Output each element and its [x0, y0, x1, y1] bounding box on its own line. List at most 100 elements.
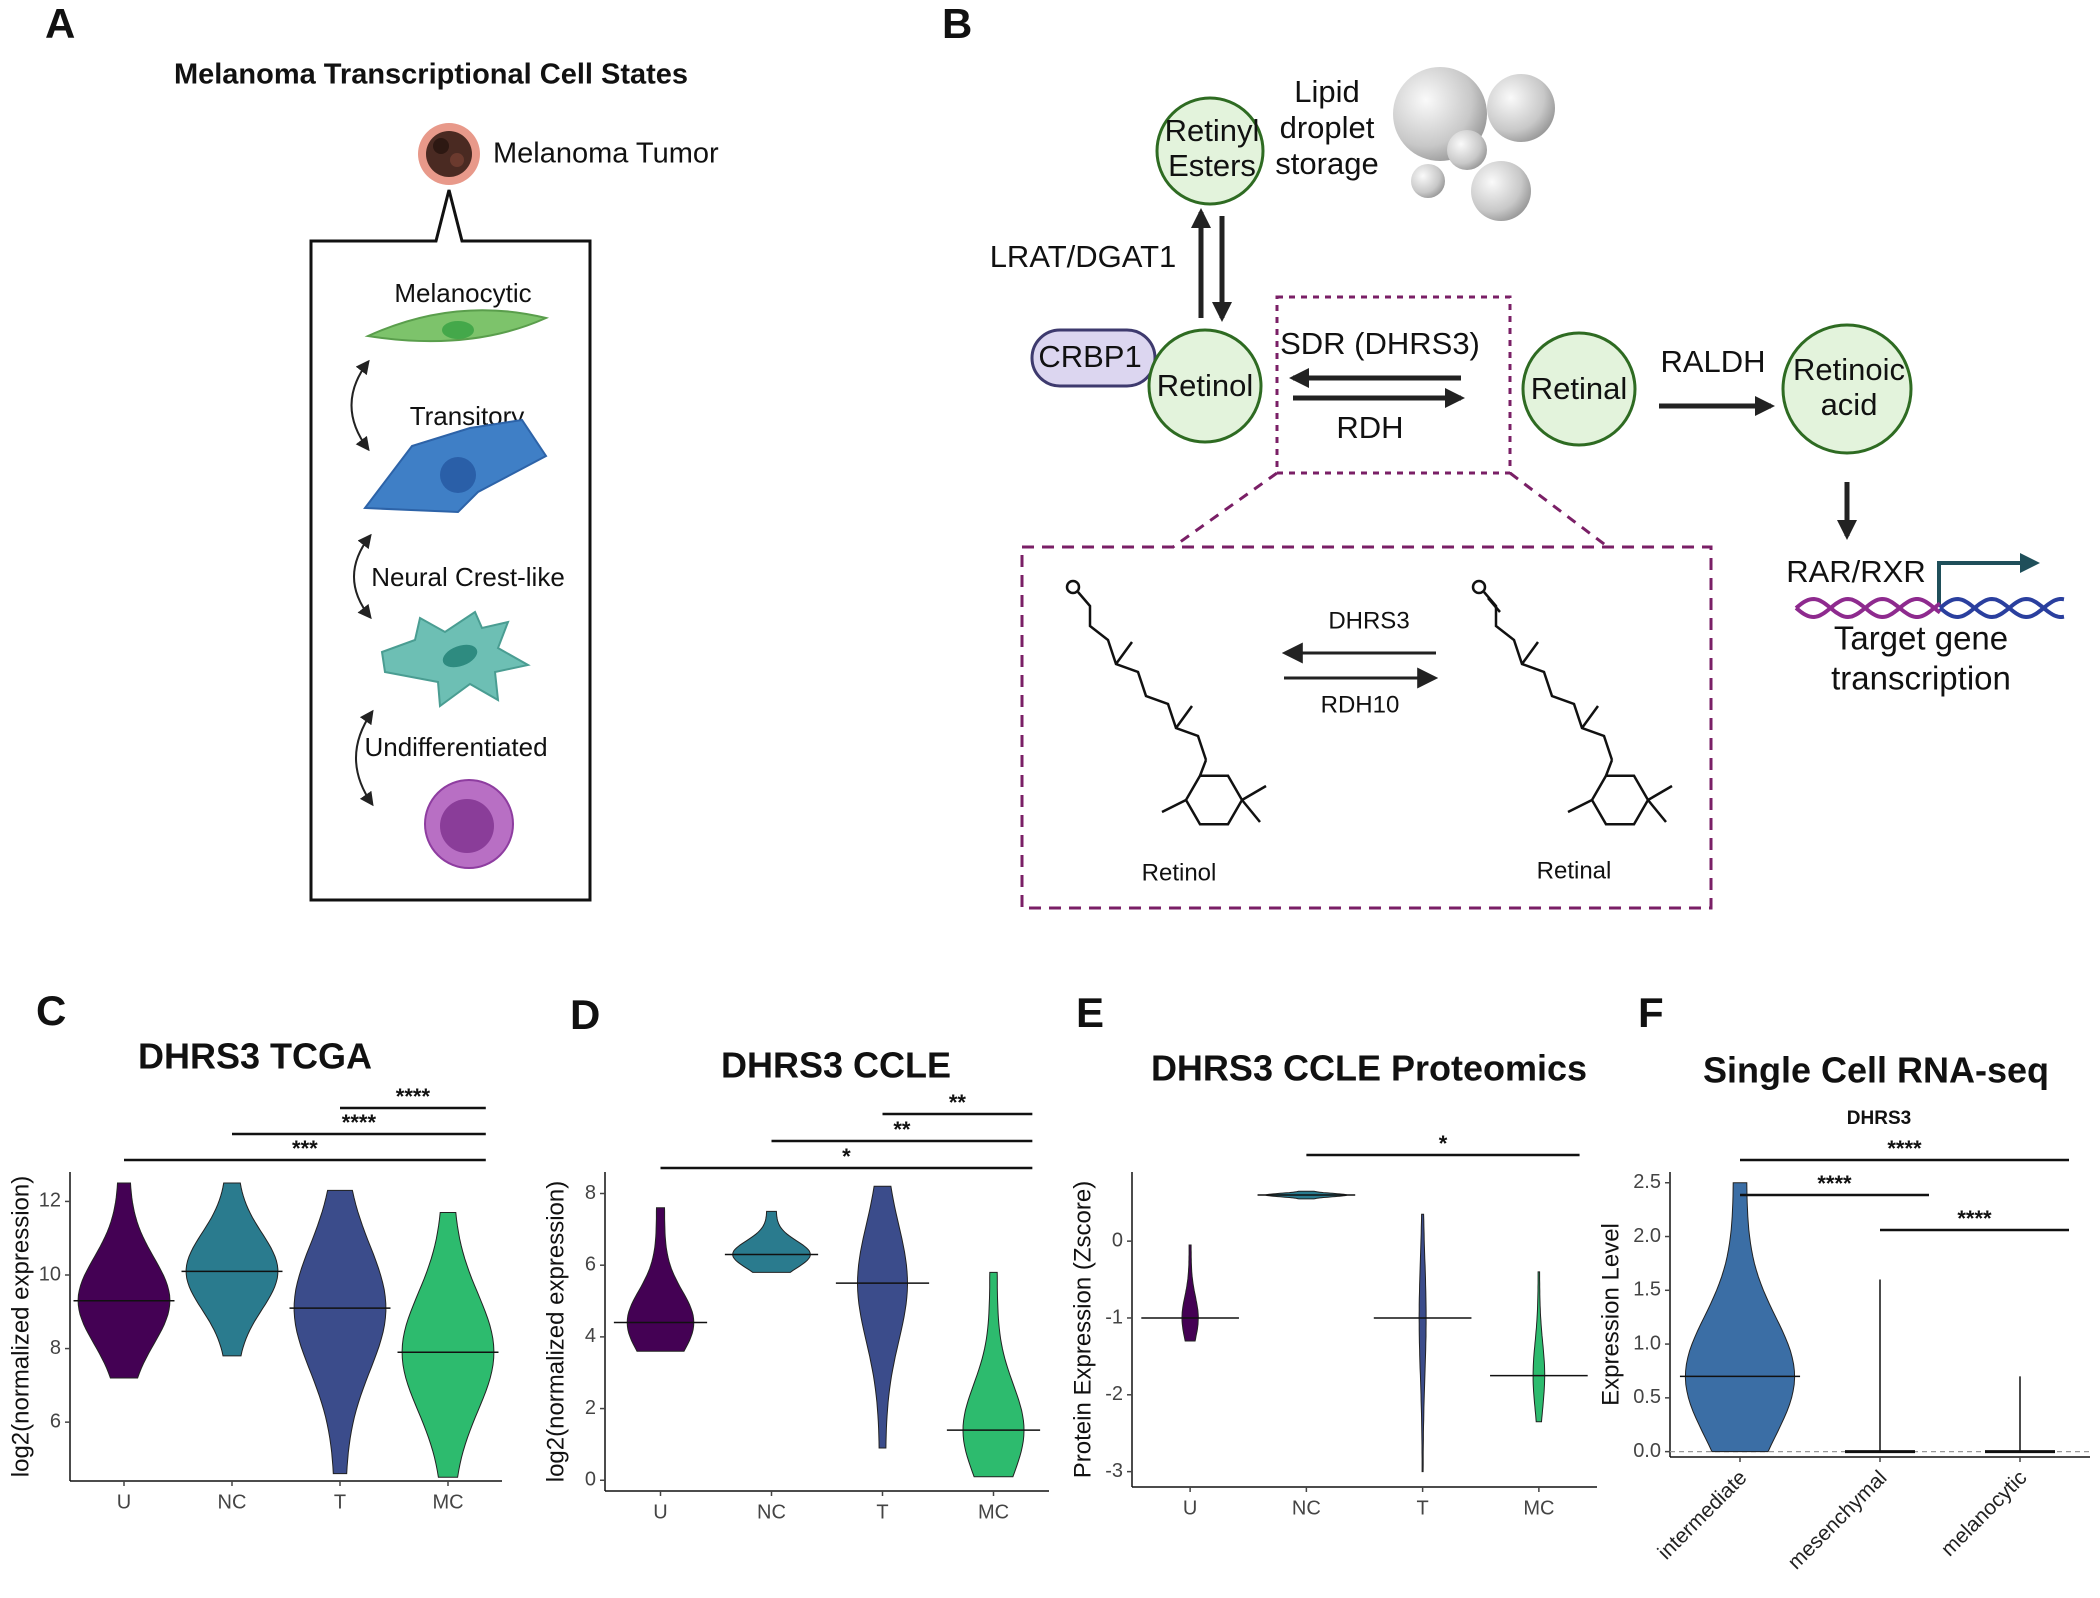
violin	[1418, 1213, 1427, 1473]
panel-title: Melanoma Transcriptional Cell States	[174, 59, 688, 91]
panel-letter: C	[36, 987, 66, 1034]
lipid-droplet	[1487, 74, 1555, 142]
nucleus	[440, 799, 494, 853]
transition-arrow	[350, 359, 370, 452]
panel-a: A Melanoma Transcriptional Cell States M…	[45, 0, 719, 902]
zoom-box	[1275, 295, 1512, 475]
state-box	[309, 189, 592, 902]
lipid-label: storage	[1275, 146, 1378, 181]
panel-letter: A	[45, 0, 75, 47]
y-tick-label: 0.0	[1633, 1440, 1661, 1462]
x-tick-label: NC	[1292, 1497, 1321, 1519]
y-tick-label: 1.5	[1633, 1279, 1661, 1301]
molecules	[1065, 579, 1673, 826]
receptor-label: RAR/RXR	[1786, 554, 1926, 589]
y-tick-label: 10	[39, 1263, 61, 1285]
x-tick-label: T	[876, 1501, 888, 1523]
lipid-label: Lipid	[1294, 74, 1360, 109]
violin	[1684, 1182, 1796, 1453]
y-tick-label: -1	[1105, 1306, 1123, 1328]
significance-label: *	[842, 1144, 851, 1169]
bond	[1483, 591, 1614, 761]
x-tick-label: NC	[757, 1501, 786, 1523]
x-tick-label: U	[1183, 1497, 1197, 1519]
chart-title: DHRS3 CCLE Proteomics	[1151, 1048, 1587, 1089]
methyl	[1580, 705, 1600, 729]
nucleus	[440, 457, 476, 493]
oxygen	[1065, 579, 1081, 595]
chart-title: DHRS3 CCLE	[721, 1045, 951, 1086]
chart-subtitle: DHRS3	[1847, 1108, 1911, 1129]
enzyme-label: RALDH	[1660, 344, 1765, 379]
ring	[1184, 774, 1244, 826]
node-label: Retinal	[1531, 371, 1628, 406]
enzyme-label: LRAT/DGAT1	[990, 239, 1177, 274]
gene-arrow	[1937, 553, 2040, 606]
y-tick-label: 0.5	[1633, 1386, 1661, 1408]
tumor-detail	[433, 138, 449, 154]
state-label: Undifferentiated	[364, 732, 547, 762]
violin	[856, 1185, 909, 1449]
oxygen	[1471, 579, 1487, 595]
violin	[401, 1212, 495, 1478]
tumor	[426, 131, 472, 177]
significance-label: ****	[1887, 1136, 1922, 1161]
state-label: Neural Crest-like	[371, 562, 565, 592]
panel-letter: E	[1076, 989, 1104, 1036]
x-tick-label: MC	[978, 1501, 1009, 1523]
methyl	[1161, 798, 1187, 814]
x-tick-label: mesenchymal	[1784, 1466, 1892, 1574]
tumor-label: Melanoma Tumor	[493, 138, 719, 170]
lipid-label: droplet	[1280, 110, 1375, 145]
dna-strand	[1794, 596, 1942, 620]
molecule-label: Retinal	[1537, 857, 1612, 884]
y-tick-label: 0	[1112, 1229, 1123, 1251]
inset-enzyme: RDH10	[1321, 691, 1400, 718]
x-tick-label: U	[117, 1491, 131, 1513]
y-tick-label: 2.5	[1633, 1171, 1661, 1193]
significance-label: **	[949, 1090, 967, 1115]
y-axis-label: log2(normalized expression)	[7, 1176, 34, 1477]
target-label: transcription	[1831, 660, 2011, 697]
enzyme-label: SDR (DHRS3)	[1280, 326, 1480, 361]
methyl	[1647, 799, 1667, 823]
node-retinol	[1147, 328, 1263, 444]
y-tick-label: 6	[585, 1253, 596, 1275]
lipid-droplet	[1447, 130, 1487, 170]
y-tick-label: 0	[585, 1469, 596, 1491]
x-tick-label: melanocytic	[1937, 1466, 2032, 1561]
lipid-droplet	[1471, 161, 1531, 221]
dna	[1794, 596, 2065, 620]
nucleus	[442, 321, 474, 339]
y-tick-label: 8	[585, 1182, 596, 1204]
dna-strand	[1938, 596, 2065, 620]
violin	[293, 1189, 387, 1475]
y-tick-label: 2	[585, 1397, 596, 1419]
chart-title: Single Cell RNA-seq	[1703, 1050, 2049, 1091]
violin	[185, 1182, 279, 1357]
bond	[1604, 759, 1614, 777]
y-tick-label: 6	[50, 1410, 61, 1432]
node-label: Retinyl	[1165, 113, 1260, 148]
y-tick-label: -2	[1105, 1383, 1123, 1405]
x-tick-label: T	[334, 1491, 346, 1513]
x-tick-label: NC	[218, 1491, 247, 1513]
state-label: Melanocytic	[394, 278, 531, 308]
node-label: acid	[1821, 387, 1878, 422]
node-label: Retinoic	[1793, 352, 1905, 387]
methyl	[1114, 641, 1134, 665]
node-retinal	[1521, 331, 1637, 447]
violin	[732, 1210, 811, 1273]
x-tick-label: T	[1417, 1497, 1429, 1519]
dna-strand	[1794, 596, 1942, 620]
node-retinoic-acid	[1781, 323, 1913, 455]
ring	[1590, 774, 1650, 826]
methyl	[1520, 641, 1540, 665]
x-tick-label: MC	[432, 1491, 463, 1513]
panel-letter: F	[1638, 989, 1664, 1036]
y-axis-label: log2(normalized expression)	[542, 1181, 569, 1482]
violin	[1532, 1271, 1546, 1423]
y-tick-label: 8	[50, 1337, 61, 1359]
